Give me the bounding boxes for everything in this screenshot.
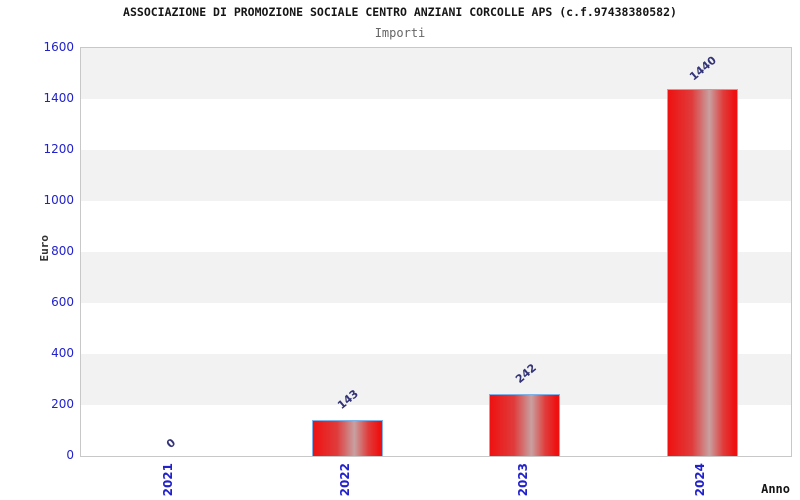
chart-subtitle: Importi: [374, 26, 426, 40]
y-tick-label: 1200: [43, 142, 74, 156]
y-tick-label: 1600: [43, 40, 74, 54]
y-tick-label: 600: [51, 295, 74, 309]
bar: [312, 420, 383, 456]
y-tick-label: 200: [51, 397, 74, 411]
y-tick-label: 1400: [43, 91, 74, 105]
x-axis-label: Anno: [761, 482, 790, 496]
x-tick-label: 2023: [516, 463, 530, 497]
y-tick-label: 400: [51, 346, 74, 360]
y-tick-label: 800: [51, 244, 74, 258]
x-tick-label: 2024: [693, 463, 707, 497]
x-tick-label: 2022: [338, 463, 352, 497]
x-tick-label: 2021: [161, 463, 175, 497]
chart-title: ASSOCIAZIONE DI PROMOZIONE SOCIALE CENTR…: [123, 5, 677, 19]
bar: [489, 394, 560, 456]
bar: [667, 89, 738, 456]
plot-area: [80, 47, 792, 457]
y-tick-label: 0: [66, 448, 74, 462]
y-tick-label: 1000: [43, 193, 74, 207]
